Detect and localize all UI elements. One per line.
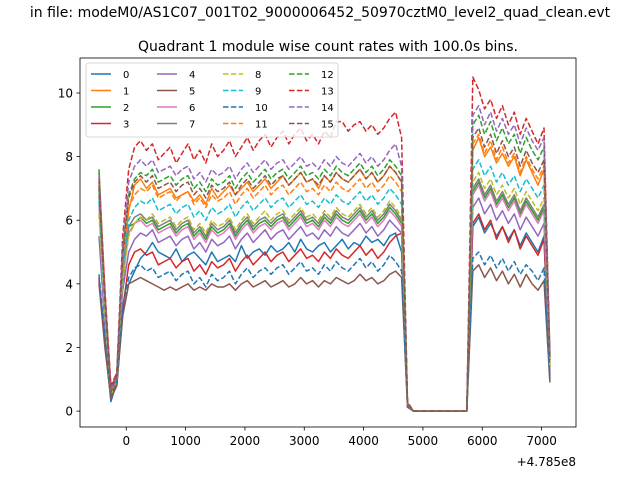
legend-label-2: 2 <box>123 103 129 114</box>
series-line-15 <box>98 127 551 412</box>
y-tick-label: 10 <box>58 86 73 100</box>
series-line-11 <box>98 133 551 412</box>
series-line-14 <box>98 104 551 412</box>
x-tick-label: 7000 <box>526 434 557 448</box>
series-line-4 <box>98 197 551 412</box>
chart-suptitle: in file: modeM0/AS1C07_001T02_9000006452… <box>30 5 611 21</box>
legend-box <box>85 62 339 138</box>
legend-label-6: 6 <box>189 103 195 114</box>
series-lines <box>98 76 551 412</box>
legend-label-14: 14 <box>321 103 334 114</box>
axes-frame <box>79 57 577 428</box>
legend-label-15: 15 <box>321 120 334 131</box>
series-line-13 <box>98 76 551 412</box>
x-tick-label: 3000 <box>289 434 320 448</box>
y-axis: 0 2 4 6 8 10 <box>58 86 80 419</box>
legend-label-13: 13 <box>321 87 334 98</box>
y-tick-label: 8 <box>65 150 73 164</box>
x-tick-label: 5000 <box>408 434 439 448</box>
series-line-5 <box>98 264 551 412</box>
series-line-2 <box>98 169 551 412</box>
legend-label-10: 10 <box>255 103 268 114</box>
legend-label-0: 0 <box>123 70 129 81</box>
chart-title: Quadrant 1 module wise count rates with … <box>138 39 518 55</box>
legend-label-11: 11 <box>255 120 268 131</box>
x-tick-label: 1000 <box>170 434 201 448</box>
series-line-12 <box>98 114 551 412</box>
series-line-9 <box>98 159 551 412</box>
legend-label-3: 3 <box>123 120 129 131</box>
legend-label-8: 8 <box>255 70 261 81</box>
series-line-7 <box>98 178 551 412</box>
legend-label-7: 7 <box>189 120 195 131</box>
x-tick-label: 4000 <box>348 434 379 448</box>
y-tick-label: 2 <box>65 341 73 355</box>
y-tick-label: 6 <box>65 214 73 228</box>
legend-label-1: 1 <box>123 87 129 98</box>
series-line-10 <box>98 251 551 412</box>
x-axis-offset-label: +4.785e8 <box>517 455 576 469</box>
series-line-0 <box>98 216 551 412</box>
x-tick-label: 6000 <box>467 434 498 448</box>
series-line-3 <box>98 213 551 412</box>
series-line-6 <box>98 184 551 412</box>
y-tick-label: 0 <box>65 405 73 419</box>
x-axis: 0 1000 2000 3000 4000 5000 6000 7000 <box>122 427 557 448</box>
legend-label-9: 9 <box>255 87 261 98</box>
x-tick-label: 2000 <box>230 434 261 448</box>
x-tick-label: 0 <box>122 434 130 448</box>
legend-label-4: 4 <box>189 70 195 81</box>
legend-label-5: 5 <box>189 87 195 98</box>
y-tick-label: 4 <box>65 277 73 291</box>
legend-label-12: 12 <box>321 70 334 81</box>
